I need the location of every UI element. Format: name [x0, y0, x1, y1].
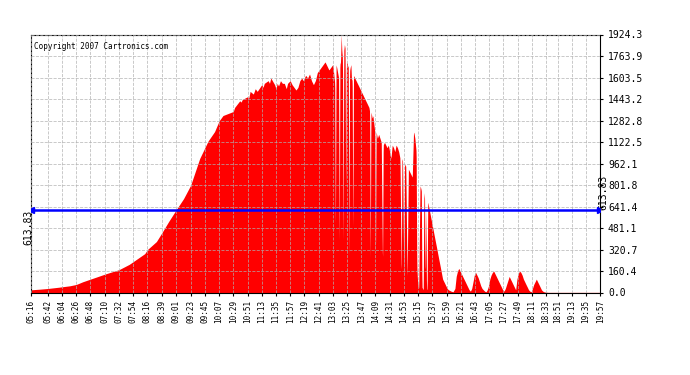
- Text: Copyright 2007 Cartronics.com: Copyright 2007 Cartronics.com: [34, 42, 168, 51]
- Text: West Array Actual Power (red) & Average Power (blue) (Watts)  Mon Jun 18 20:18: West Array Actual Power (red) & Average …: [33, 9, 657, 22]
- Text: 613.83: 613.83: [23, 210, 33, 246]
- Text: 613.83: 613.83: [598, 175, 608, 210]
